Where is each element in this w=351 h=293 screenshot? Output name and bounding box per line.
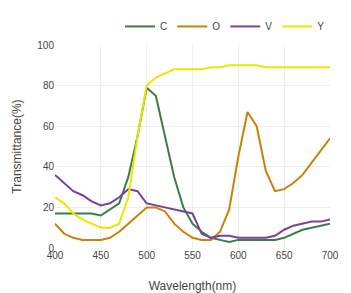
svg-text:550: 550 [184, 250, 201, 261]
svg-text:400: 400 [47, 250, 64, 261]
svg-text:650: 650 [276, 250, 293, 261]
svg-text:Wavelength(nm): Wavelength(nm) [149, 279, 237, 293]
svg-text:60: 60 [43, 121, 55, 132]
svg-text:500: 500 [138, 250, 155, 261]
svg-text:100: 100 [37, 40, 54, 51]
svg-text:20: 20 [43, 202, 55, 213]
svg-text:450: 450 [92, 250, 109, 261]
svg-text:C: C [160, 21, 167, 32]
svg-text:O: O [212, 21, 220, 32]
svg-text:40: 40 [43, 161, 55, 172]
svg-text:Y: Y [317, 21, 324, 32]
svg-text:Transmittance(%): Transmittance(%) [10, 99, 24, 193]
svg-text:700: 700 [322, 250, 339, 261]
svg-text:600: 600 [230, 250, 247, 261]
svg-text:0: 0 [48, 243, 54, 254]
svg-text:80: 80 [43, 80, 55, 91]
svg-text:V: V [265, 21, 272, 32]
